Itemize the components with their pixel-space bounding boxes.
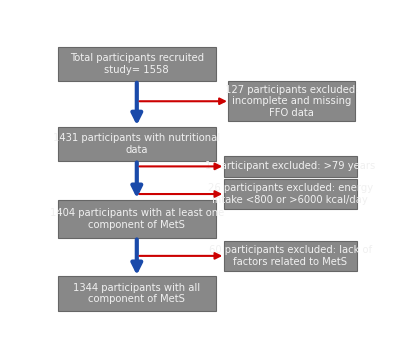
FancyBboxPatch shape	[224, 156, 357, 177]
FancyBboxPatch shape	[58, 276, 216, 311]
Text: 1344 participants with all
component of MetS: 1344 participants with all component of …	[73, 283, 200, 305]
FancyBboxPatch shape	[58, 127, 216, 161]
Text: 26 participants excluded: energy
intake <800 or >6000 kcal/day: 26 participants excluded: energy intake …	[208, 183, 373, 205]
FancyBboxPatch shape	[58, 200, 216, 238]
Text: Total participants recruited
study= 1558: Total participants recruited study= 1558	[70, 53, 204, 75]
FancyBboxPatch shape	[228, 81, 355, 121]
FancyBboxPatch shape	[224, 241, 357, 271]
Text: 60 participants excluded: lack of
factors related to MetS: 60 participants excluded: lack of factor…	[209, 245, 372, 267]
Text: 1 participant excluded: >79 years: 1 participant excluded: >79 years	[205, 161, 375, 171]
Text: 1404 participants with at least one
component of MetS: 1404 participants with at least one comp…	[50, 208, 224, 230]
FancyBboxPatch shape	[58, 47, 216, 81]
Text: 1431 participants with nutritional
data: 1431 participants with nutritional data	[53, 133, 220, 155]
FancyBboxPatch shape	[224, 179, 357, 209]
Text: 127 participants excluded:
incomplete and missing
FFO data: 127 participants excluded: incomplete an…	[225, 85, 358, 118]
